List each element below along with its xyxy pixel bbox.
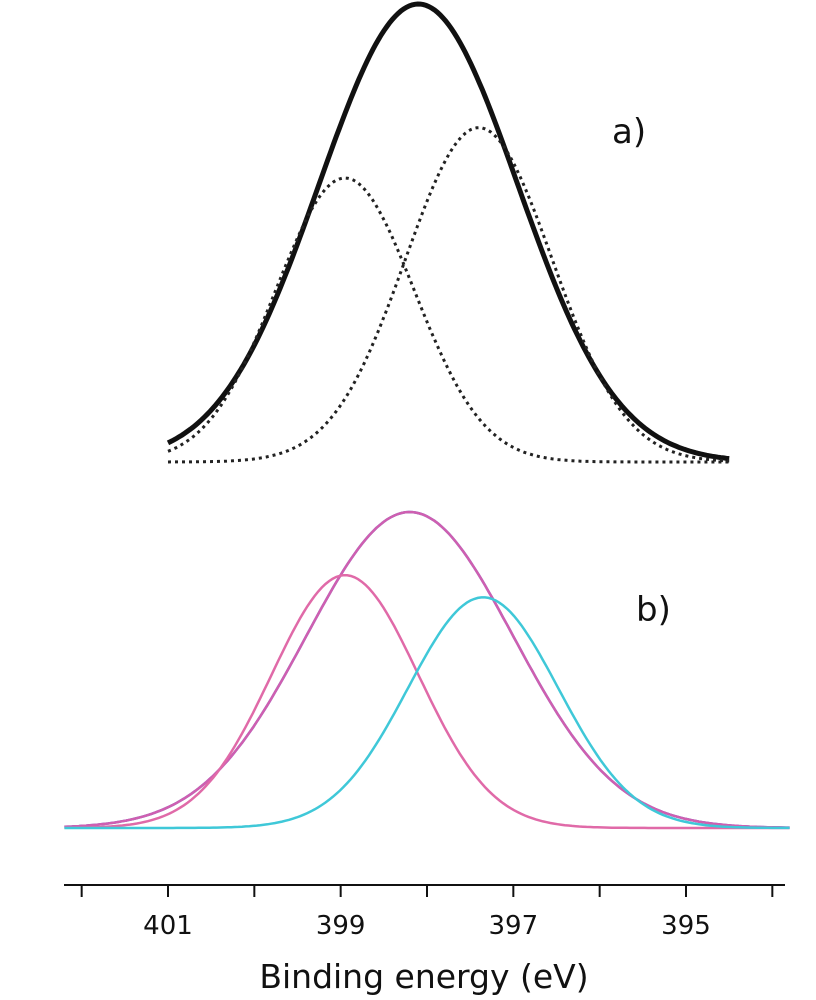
panel-a-curve-2	[167, 176, 730, 464]
x-tick-label-397: 397	[489, 911, 539, 941]
x-tick-label-395: 395	[661, 911, 711, 941]
x-axis-tick-labels: 401 399 397 395	[143, 911, 711, 941]
x-axis-ticks	[80, 885, 774, 897]
panel-b-curve-3	[64, 573, 790, 830]
panel-a	[166, 1, 730, 464]
x-tick-label-401: 401	[143, 911, 193, 941]
x-tick-label-399: 399	[316, 911, 366, 941]
panel-b-label: b)	[636, 590, 671, 630]
panel-a-curve-3	[167, 126, 730, 464]
panel-b-curve-1	[64, 510, 790, 829]
panel-a-label: a)	[612, 112, 646, 152]
panel-b	[64, 510, 790, 830]
panel-b-curve-4	[64, 596, 790, 830]
panel-b-curve-2	[64, 510, 790, 829]
panel-a-curve-1	[166, 1, 730, 462]
x-axis-title: Binding energy (eV)	[259, 957, 588, 996]
x-axis: 401 399 397 395	[64, 884, 785, 941]
